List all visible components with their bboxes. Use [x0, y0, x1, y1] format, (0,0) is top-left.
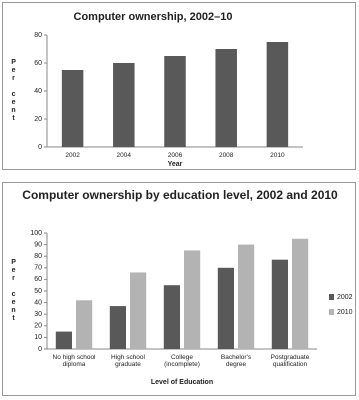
x-tick-label: Bachelor's degree — [220, 354, 252, 369]
x-tick-label: 2006 — [167, 152, 183, 159]
y-tick-label: 100 — [30, 230, 42, 237]
bar — [271, 259, 288, 349]
chart-title: Computer ownership by education level, 2… — [22, 188, 338, 202]
x-tick-label: High school graduate — [111, 354, 145, 369]
bar — [217, 267, 234, 349]
chart-title: Computer ownership, 2002–10 — [73, 11, 233, 23]
x-axis-label: Level of Education — [150, 379, 214, 386]
x-tick-label: 2004 — [116, 152, 132, 159]
legend-label: 2002 — [337, 294, 353, 301]
y-tick-label: 0 — [38, 144, 42, 151]
plot: 0 20 40 60 80 — [34, 32, 303, 151]
y-axis-label: Per cent — [10, 59, 18, 123]
chart: 0 20 40 60 80 Computer ownership, 2002–10 Per … — [2, 2, 356, 170]
legend-swatch — [329, 309, 334, 315]
bar — [292, 238, 309, 349]
y-tick-label: 80 — [34, 32, 42, 39]
y-tick-label: 0 — [38, 346, 42, 353]
y-tick-label: 40 — [34, 299, 42, 306]
y-tick-label: 30 — [34, 311, 42, 318]
y-tick-label: 60 — [34, 276, 42, 283]
bar — [164, 56, 186, 147]
bar — [163, 285, 180, 349]
y-tick-label: 90 — [34, 241, 42, 248]
bar — [238, 244, 255, 349]
bar — [61, 70, 84, 147]
legend-label: 2010 — [337, 309, 353, 316]
y-tick-label: 20 — [34, 116, 42, 123]
y-tick-label: 70 — [34, 265, 42, 272]
x-tick-label: Postgraduate qualification — [270, 354, 310, 369]
chart: 0 10 20 30 40 50 60 70 80 90 100 2002 2010 Computer o… — [2, 182, 356, 396]
x-tick-label: No high school diploma — [52, 354, 96, 369]
y-tick-label: 60 — [34, 60, 42, 67]
y-axis-label: Per cent — [10, 259, 18, 323]
y-tick-label: 50 — [34, 288, 42, 295]
y-tick-label: 10 — [34, 334, 42, 341]
y-tick-label: 40 — [34, 88, 42, 95]
bar — [130, 272, 147, 349]
bar — [266, 42, 289, 147]
y-tick-label: 80 — [34, 253, 42, 260]
x-tick-label: 2002 — [65, 152, 80, 159]
bar — [215, 49, 237, 147]
x-tick-label: 2008 — [218, 152, 234, 159]
bar — [113, 63, 135, 147]
plot: 0 10 20 30 40 50 60 70 80 90 100 2002 2010 — [30, 230, 353, 353]
bar — [76, 300, 93, 349]
bar — [184, 250, 201, 349]
x-tick-label: 2010 — [270, 152, 285, 159]
x-tick-label: College (incomplete) — [164, 354, 200, 369]
legend-swatch — [329, 294, 334, 300]
bar — [55, 331, 72, 349]
bar — [109, 306, 126, 349]
x-axis-label: Year — [167, 161, 183, 168]
y-tick-label: 20 — [34, 323, 42, 330]
